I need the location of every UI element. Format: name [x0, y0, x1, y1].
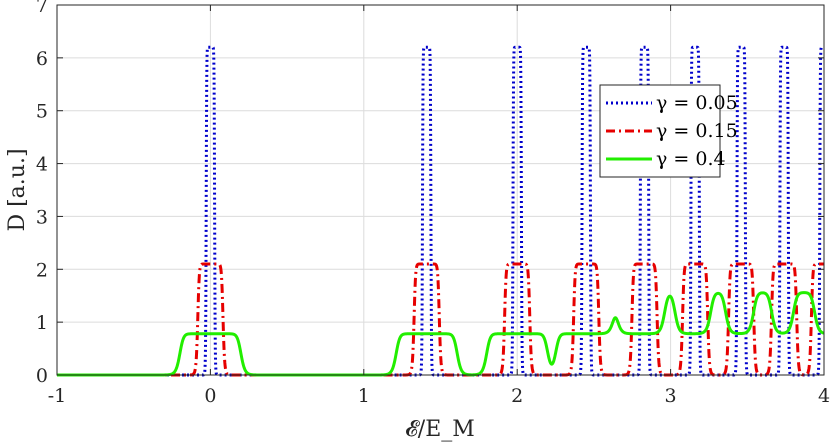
y-tick-label: 0 — [36, 365, 48, 387]
legend-label-1: γ = 0.15 — [656, 120, 738, 142]
plot-frame — [56, 4, 825, 376]
y-tick-label: 6 — [36, 48, 48, 70]
y-tick-label: 4 — [36, 154, 48, 176]
x-tick-label: 4 — [818, 385, 830, 407]
legend-label-0: γ = 0.05 — [656, 92, 738, 114]
series-line-0 — [55, 45, 826, 377]
y-tick-label: 1 — [36, 312, 48, 334]
legend: γ = 0.05 γ = 0.15 γ = 0.4 — [599, 84, 738, 178]
x-tick-label: 3 — [665, 385, 677, 407]
grid — [57, 5, 824, 375]
y-tick-label: 7 — [36, 0, 48, 17]
legend-label-2: γ = 0.4 — [656, 148, 726, 170]
x-tick-label: 1 — [358, 385, 370, 407]
y-axis-label: D [a.u.] — [5, 148, 30, 231]
y-tick-label: 3 — [36, 206, 48, 228]
x-axis-label: 𝓔/E_M — [405, 417, 475, 442]
ticks — [56, 4, 825, 376]
x-tick-label: 0 — [204, 385, 216, 407]
y-tick-label: 5 — [36, 101, 48, 123]
series-line-2 — [55, 291, 826, 377]
x-tick-label: -1 — [48, 385, 67, 407]
y-tick-label: 2 — [36, 259, 48, 281]
x-tick-label: 2 — [511, 385, 523, 407]
